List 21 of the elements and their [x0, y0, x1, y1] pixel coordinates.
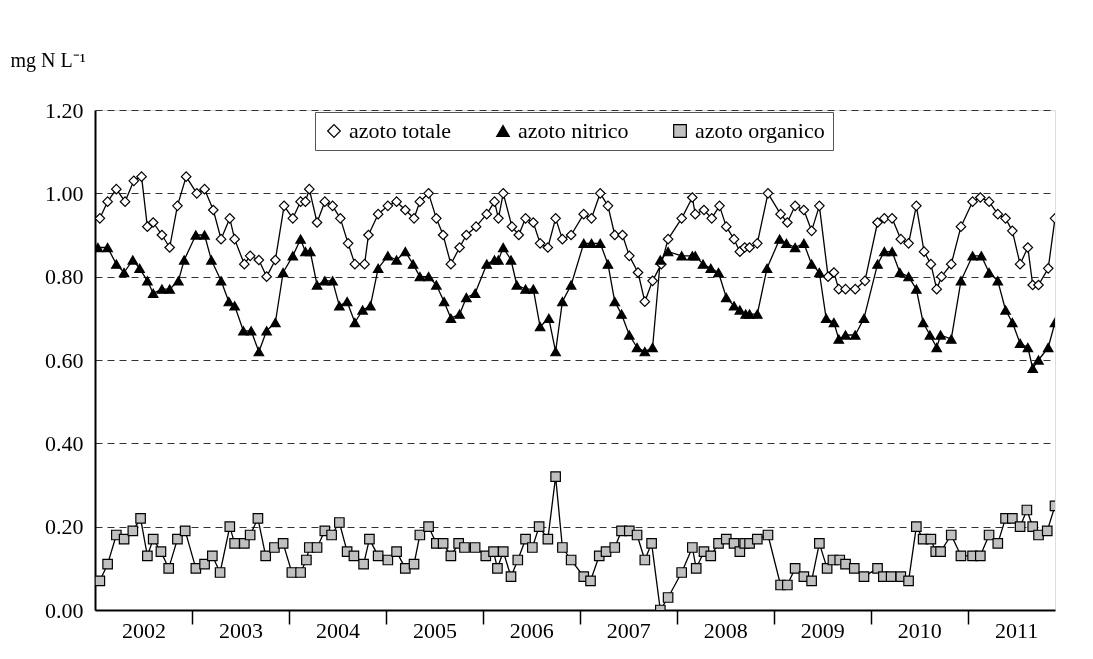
x-tick-label: 2008 [703, 617, 748, 643]
x-tick-label: 2011 [995, 617, 1039, 643]
x-tick-label: 2009 [800, 617, 845, 643]
x-tick-label: 2010 [897, 617, 942, 643]
legend-label: azoto organico [695, 118, 825, 143]
y-tick-label: 0.20 [45, 514, 84, 540]
x-tick-label: 2004 [315, 617, 360, 643]
legend-label: azoto nitrico [518, 118, 629, 143]
x-tick-label: 2002 [121, 617, 166, 643]
y-tick-label: 0.80 [45, 264, 84, 290]
y-tick-label: 0.00 [45, 597, 84, 623]
y-tick-label: 0.40 [45, 430, 84, 456]
x-tick-label: 2007 [606, 617, 651, 643]
y-axis-title: mg N L⁻¹ [10, 48, 86, 72]
y-tick-label: 1.00 [45, 180, 84, 206]
y-tick-label: 1.20 [45, 97, 84, 123]
x-tick-label: 2006 [509, 617, 554, 643]
legend-label: azoto totale [349, 118, 452, 143]
x-tick-label: 2003 [218, 617, 263, 643]
y-tick-label: 0.60 [45, 347, 84, 373]
x-tick-label: 2005 [412, 617, 457, 643]
